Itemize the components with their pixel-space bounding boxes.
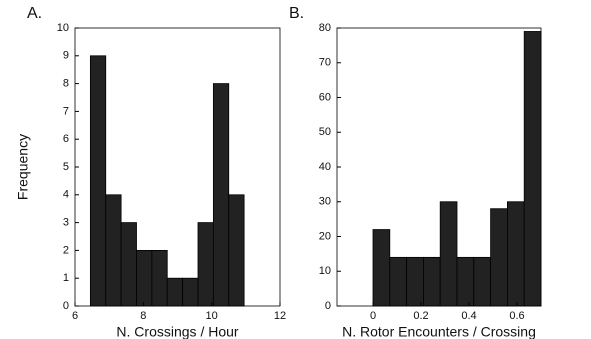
bar [136, 249, 153, 307]
y-tick-label: 50 [319, 126, 331, 138]
y-tick-label: 10 [57, 22, 69, 34]
y-tick-label: 10 [319, 265, 331, 277]
panel-label: A. [27, 5, 42, 22]
bar [490, 208, 508, 307]
x-tick-label: 8 [140, 310, 146, 322]
bar [439, 201, 458, 307]
y-tick-label: 80 [319, 22, 331, 34]
bar [422, 256, 441, 307]
x-tick-label: 6 [72, 310, 78, 322]
bar [166, 277, 184, 307]
x-tick-label: 0.6 [509, 310, 524, 322]
bar [89, 55, 107, 307]
y-tick-label: 3 [63, 217, 69, 229]
x-tick-label: 12 [274, 310, 286, 322]
x-axis-label: N. Rotor Encounters / Crossing [342, 324, 536, 339]
y-tick-label: 2 [63, 244, 69, 256]
bar [120, 222, 137, 307]
bar [389, 256, 407, 307]
y-tick-label: 60 [319, 91, 331, 103]
bar [456, 256, 475, 307]
bar [197, 222, 214, 307]
y-tick-label: 4 [63, 189, 69, 201]
bar [228, 194, 245, 307]
y-tick-label: 40 [319, 161, 331, 173]
y-tick-label: 1 [63, 272, 69, 284]
y-tick-label: 30 [319, 196, 331, 208]
bar [372, 229, 391, 307]
bar [523, 31, 542, 307]
y-tick-label: 9 [63, 50, 69, 62]
bar [506, 201, 525, 307]
y-tick-label: 5 [63, 161, 69, 173]
y-tick-label: 20 [319, 230, 331, 242]
x-tick-label: 0.4 [461, 310, 476, 322]
y-tick-label: 0 [325, 300, 331, 312]
bar [212, 83, 230, 307]
bar [151, 249, 168, 307]
x-tick-label: 10 [206, 310, 218, 322]
y-tick-label: 6 [63, 133, 69, 145]
bar [473, 256, 491, 307]
bar [105, 194, 122, 307]
y-tick-label: 8 [63, 78, 69, 90]
x-tick-label: 0 [370, 310, 376, 322]
y-axis-label: Frequency [15, 134, 31, 200]
y-tick-label: 0 [63, 300, 69, 312]
x-tick-label: 0.2 [413, 310, 428, 322]
x-axis-label: N. Crossings / Hour [116, 324, 238, 339]
bar [182, 277, 199, 307]
y-tick-label: 7 [63, 105, 69, 117]
y-tick-label: 70 [319, 57, 331, 69]
bar [406, 256, 424, 307]
panel-label: B. [289, 5, 304, 22]
